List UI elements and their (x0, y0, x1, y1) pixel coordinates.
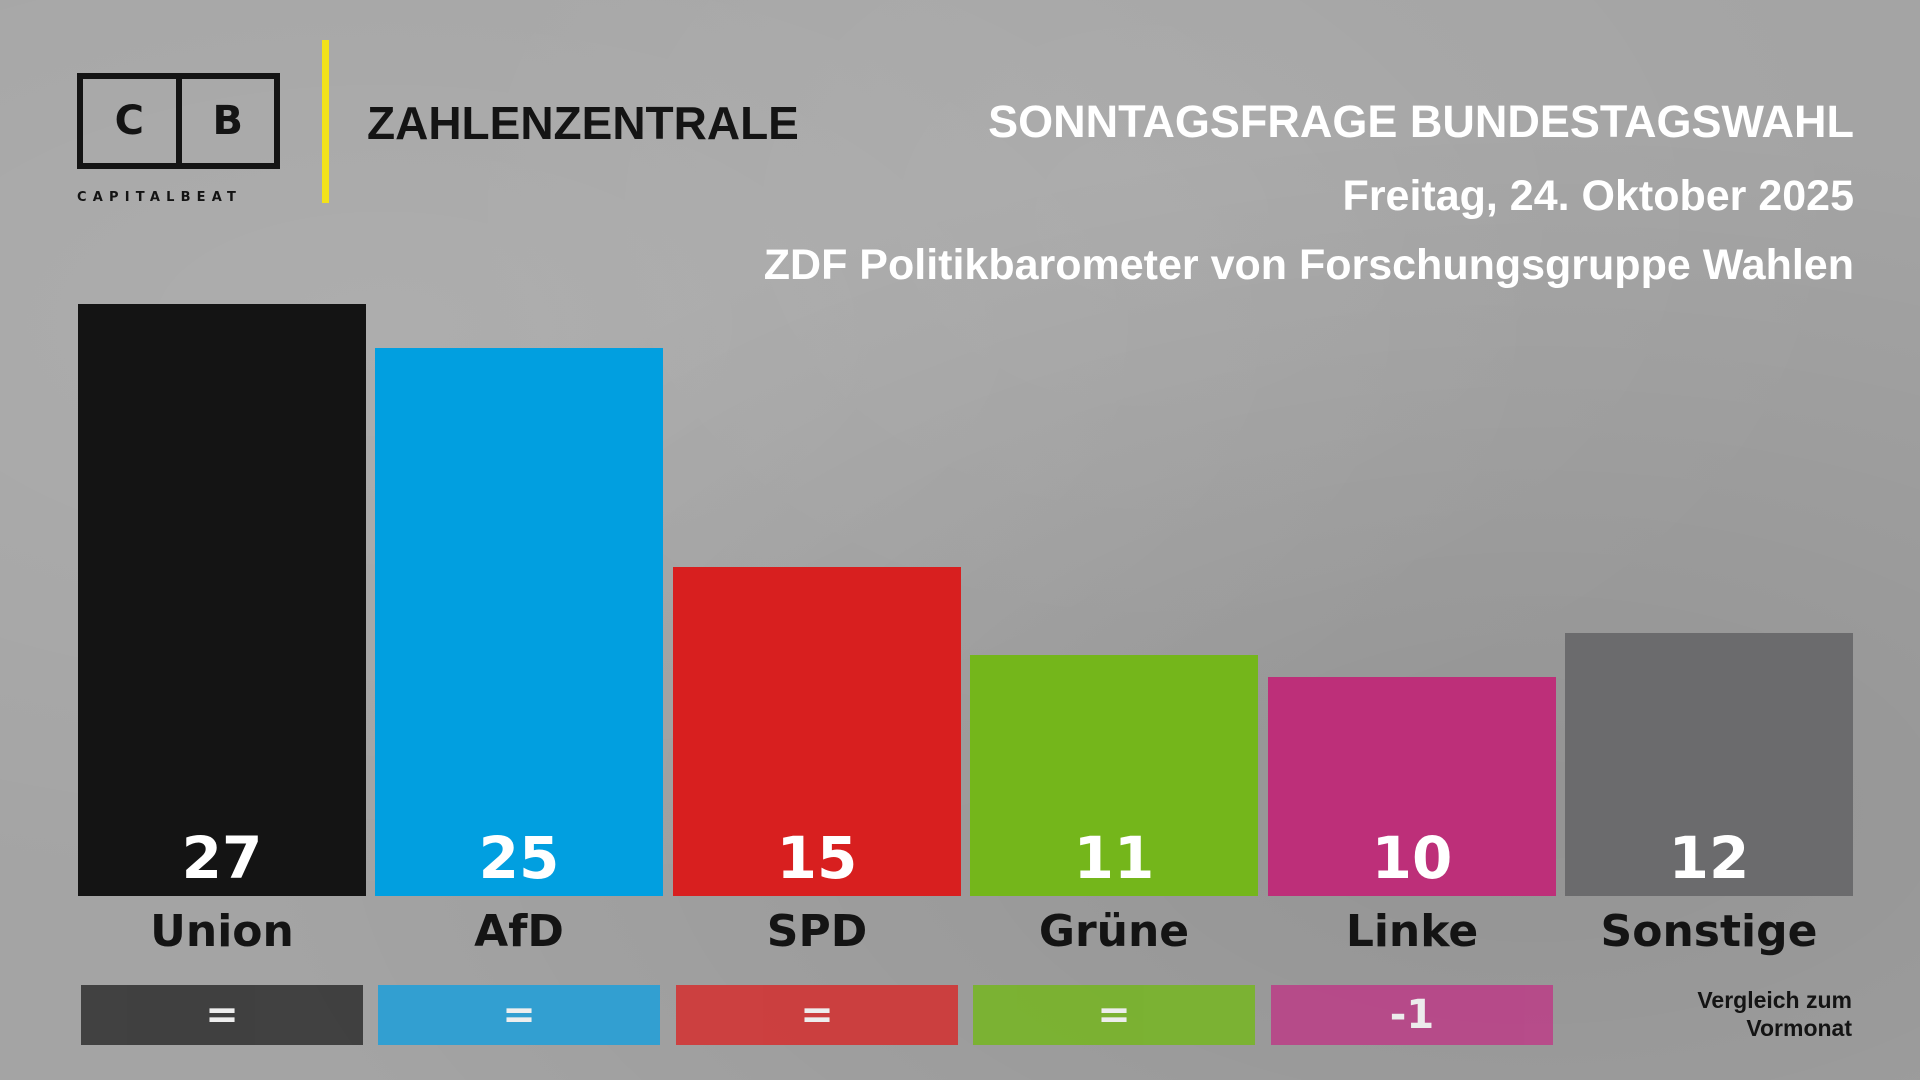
chart-source: ZDF Politikbarometer von Forschungsgrupp… (763, 241, 1854, 289)
bar-union (78, 304, 366, 896)
category-label-linke: Linke (1345, 906, 1479, 957)
change-badge-linke: -1 (1271, 985, 1553, 1045)
comparison-note-line1: Vergleich zum (1697, 987, 1852, 1013)
bar-value-gr-ne: 11 (1073, 824, 1155, 892)
chart-title: SONNTAGSFRAGE BUNDESTAGSWAHL (988, 96, 1854, 147)
category-label-afd: AfD (474, 906, 564, 957)
comparison-note-line2: Vormonat (1746, 1015, 1852, 1041)
category-label-sonstige: Sonstige (1600, 906, 1818, 957)
category-label-spd: SPD (766, 906, 868, 957)
change-badge-union: = (81, 985, 363, 1045)
change-badge-spd: = (676, 985, 958, 1045)
comparison-note: Vergleich zum Vormonat (1697, 986, 1852, 1042)
logo-wordmark: CAPITALBEAT (77, 190, 243, 205)
bar-value-linke: 10 (1371, 824, 1453, 892)
logo-letter-c: C (114, 98, 144, 144)
change-badge-gr-ne: = (973, 985, 1255, 1045)
logo-box: C B (77, 73, 280, 169)
logo-divider (175, 79, 182, 163)
bar-sonstige (1565, 633, 1853, 896)
change-badge-afd: = (378, 985, 660, 1045)
bar-value-spd: 15 (776, 824, 858, 892)
accent-divider (322, 40, 329, 203)
category-label-union: Union (150, 906, 294, 957)
bar-value-afd: 25 (478, 824, 560, 892)
logo-letter-b: B (212, 98, 244, 144)
bar-afd (375, 348, 663, 896)
bar-value-sonstige: 12 (1668, 824, 1750, 892)
bar-gr-ne (970, 655, 1258, 896)
category-label-gr-ne: Grüne (1038, 906, 1190, 957)
bar-linke (1268, 677, 1556, 896)
bar-spd (673, 567, 961, 896)
chart-date: Freitag, 24. Oktober 2025 (1342, 172, 1854, 220)
section-title: ZAHLENZENTRALE (367, 97, 799, 149)
bar-value-union: 27 (181, 824, 263, 892)
